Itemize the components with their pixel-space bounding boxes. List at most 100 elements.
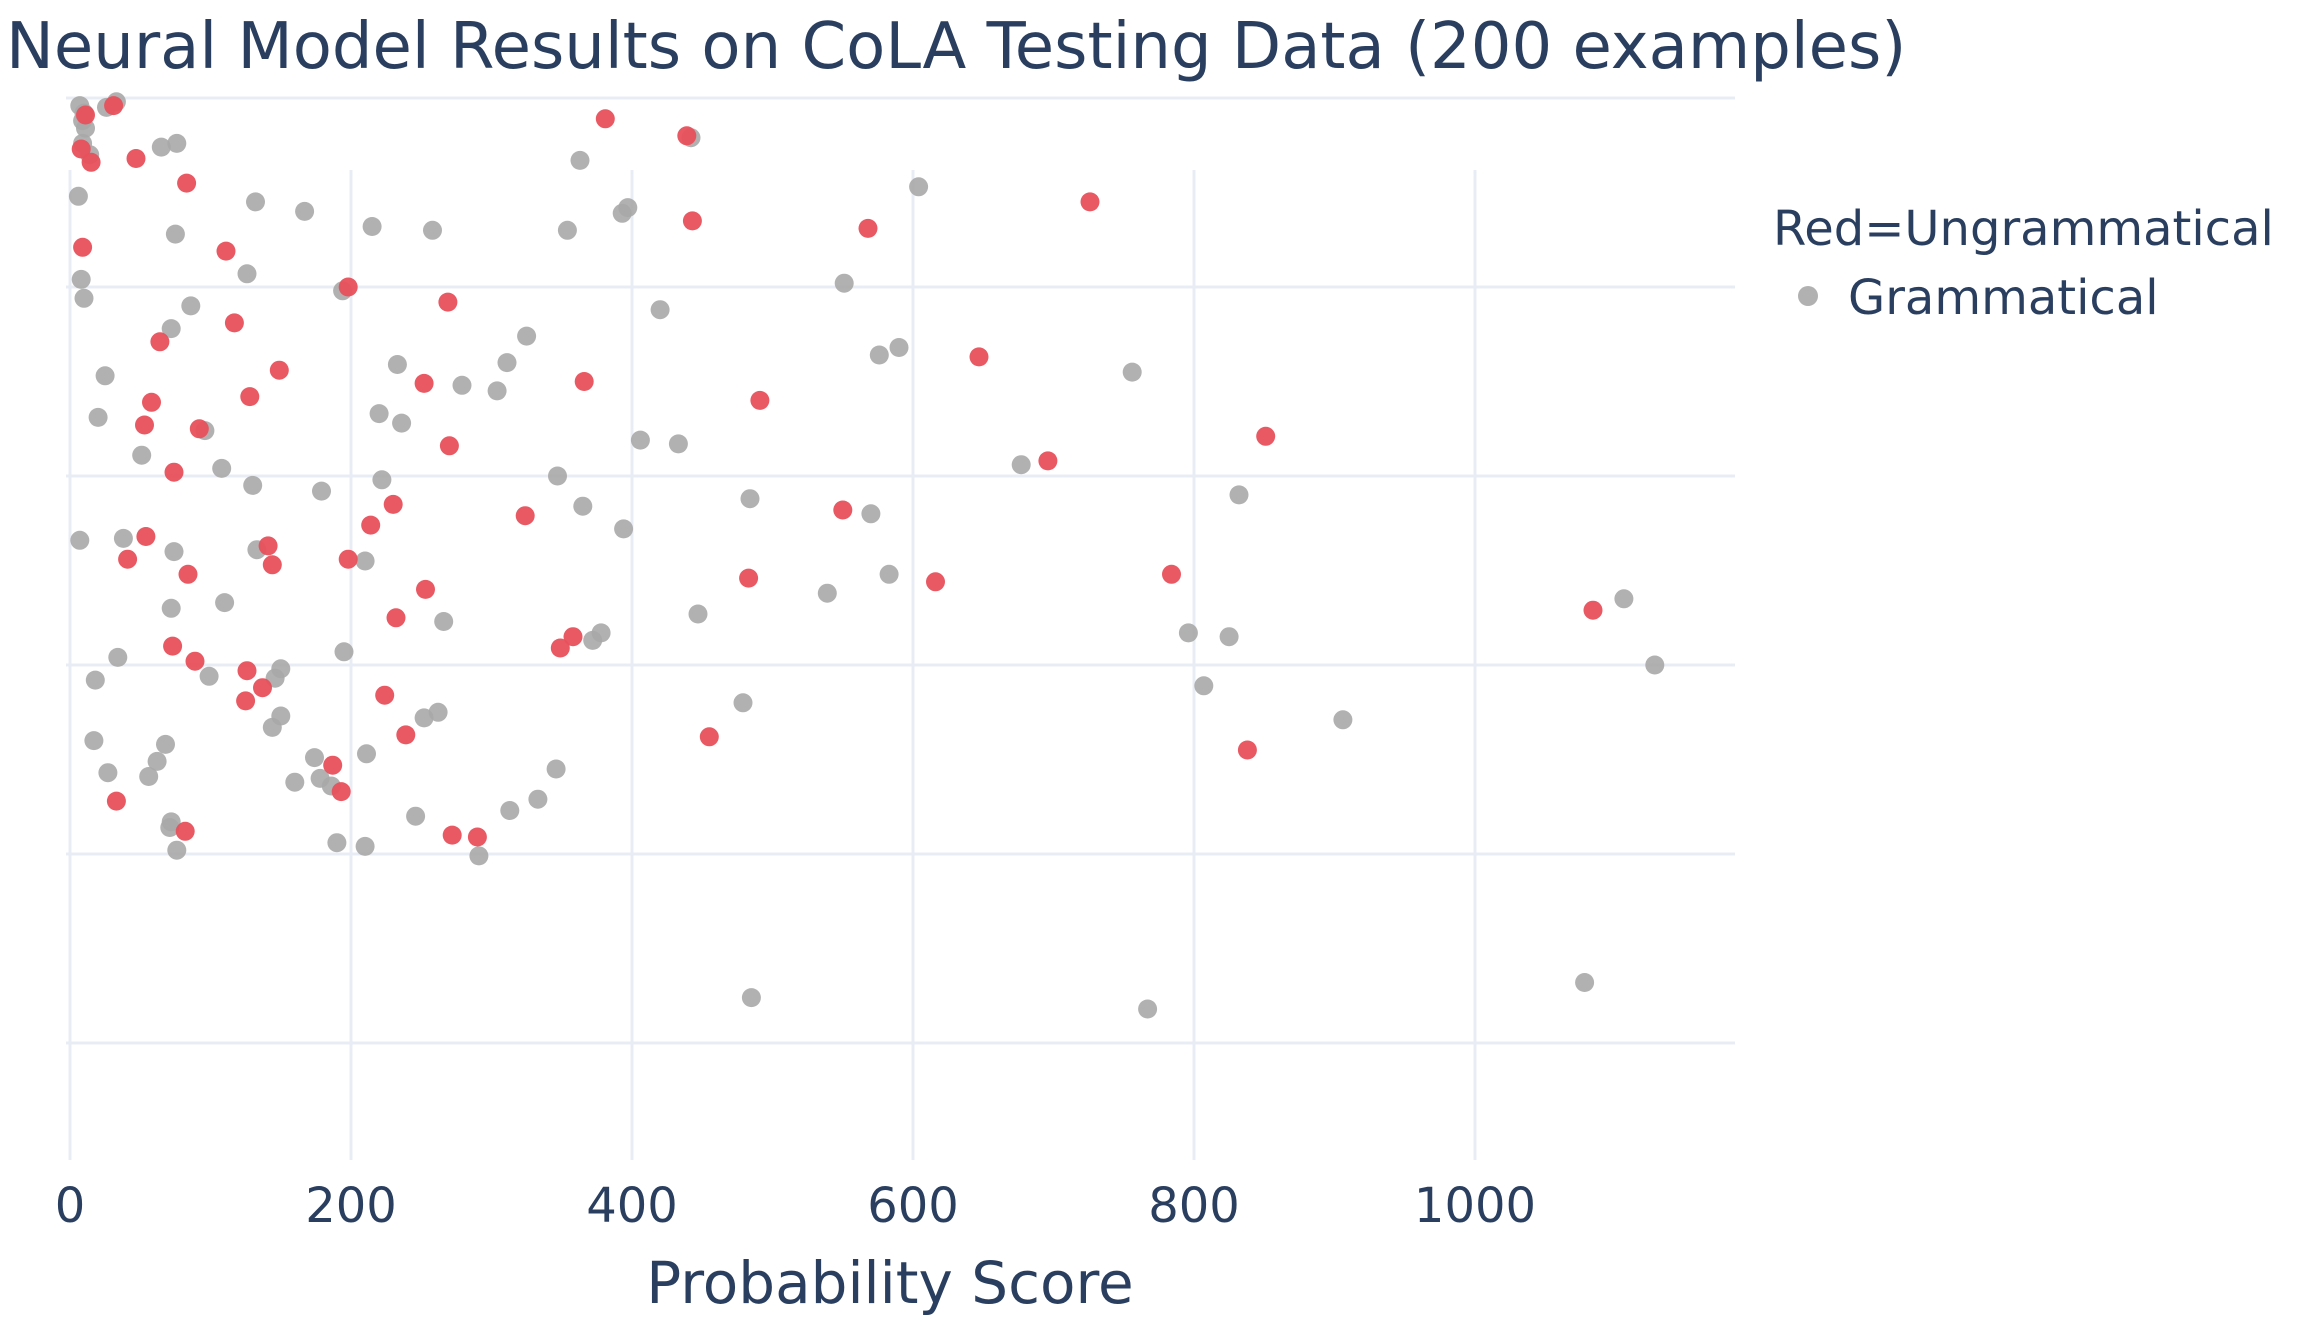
ungrammatical-point [163, 636, 183, 656]
grammatical-point [151, 137, 171, 157]
grammatical-point [132, 445, 152, 465]
legend-marker-grammatical [1798, 286, 1818, 306]
ungrammatical-point [1080, 192, 1100, 212]
ungrammatical-point [104, 96, 124, 116]
grammatical-point [650, 300, 670, 320]
ungrammatical-point [118, 549, 138, 569]
grammatical-point [1575, 973, 1595, 992]
grammatical-point [618, 198, 638, 218]
ungrammatical-point [414, 373, 434, 393]
legend[interactable]: Red=Ungrammatical Grammatical [1773, 201, 2274, 326]
ungrammatical-point [237, 661, 257, 681]
ungrammatical-point [439, 436, 459, 456]
grammatical-point [246, 192, 265, 212]
ungrammatical-point [858, 218, 878, 238]
grammatical-point [889, 338, 909, 357]
grammatical-point [517, 326, 537, 346]
legend-entry-grammatical[interactable]: Grammatical [1848, 270, 2159, 326]
grammatical-point [548, 466, 567, 486]
ungrammatical-point [106, 791, 126, 811]
grammatical-point [113, 528, 133, 548]
ungrammatical-point [361, 515, 381, 535]
grammatical-point [372, 470, 392, 490]
ungrammatical-point [236, 691, 256, 711]
ungrammatical-point [189, 419, 209, 439]
grammatical-point [528, 789, 548, 809]
grammatical-point [1138, 999, 1158, 1019]
grammatical-point [570, 150, 590, 170]
ungrammatical-point [595, 109, 615, 129]
grammatical-point [497, 353, 517, 373]
ungrammatical-point [240, 387, 260, 407]
ungrammatical-point [164, 462, 184, 482]
grammatical-point [160, 818, 180, 837]
grammatical-point [164, 542, 184, 562]
ungrammatical-point [467, 827, 487, 847]
grammatical-point [199, 666, 219, 686]
grammatical-point [817, 583, 837, 603]
grammatical-point [879, 564, 899, 584]
grammatical-point [74, 288, 94, 308]
ungrammatical-point [1256, 426, 1276, 446]
grammatical-point [469, 846, 489, 866]
grammatical-point [305, 748, 324, 768]
ungrammatical-point [574, 372, 594, 391]
grammatical-point [630, 430, 650, 450]
grammatical-point [406, 806, 426, 826]
ungrammatical-point [338, 549, 358, 569]
ungrammatical-point [253, 678, 272, 698]
grammatical-point [243, 475, 263, 495]
ungrammatical-point [438, 292, 458, 312]
grammatical-point [237, 264, 257, 284]
grammatical-point [295, 201, 315, 221]
ungrammatical-point [323, 755, 343, 775]
grammatical-point [392, 413, 412, 433]
grammatical-point [1011, 455, 1031, 475]
grammatical-point [108, 647, 128, 667]
grammatical-point [357, 744, 376, 764]
ungrammatical-point [71, 139, 91, 159]
ungrammatical-point [375, 685, 395, 705]
ungrammatical-point [699, 727, 719, 747]
grammatical-point [434, 612, 454, 631]
grammatical-point [614, 519, 634, 539]
grammatical-point [334, 642, 354, 662]
grammatical-point [1122, 362, 1142, 382]
grammatical-point [1645, 655, 1665, 675]
grammatical-point [369, 404, 389, 424]
grammatical-point [76, 118, 95, 138]
ungrammatical-point [178, 564, 198, 584]
x-tick-label: 200 [305, 1178, 397, 1234]
grammatical-point [487, 381, 507, 401]
grammatical-point [1614, 589, 1634, 609]
ungrammatical-point [515, 506, 535, 526]
grammatical-point [139, 767, 159, 786]
ungrammatical-point [338, 277, 358, 297]
ungrammatical-point [833, 500, 853, 520]
ungrammatical-point [224, 313, 244, 333]
x-tick-label: 800 [1148, 1178, 1240, 1234]
ungrammatical-point [262, 555, 282, 575]
ungrammatical-point [1583, 600, 1603, 620]
ungrammatical-point [76, 105, 95, 125]
ungrammatical-point [969, 347, 989, 367]
grammatical-point [557, 220, 577, 240]
data-points [68, 92, 1665, 1019]
x-tick-label: 1000 [1414, 1178, 1536, 1234]
grammatical-point [500, 801, 520, 820]
grammatical-point [312, 481, 331, 501]
ungrammatical-point [150, 332, 170, 352]
grammatical-point [1219, 627, 1239, 647]
grammatical-point [156, 734, 175, 754]
grammatical-point [733, 693, 753, 713]
x-tick-label: 600 [867, 1178, 959, 1234]
grammatical-point [167, 840, 187, 860]
grammatical-point [740, 489, 760, 509]
grammatical-point [212, 458, 232, 478]
grammatical-point [68, 186, 88, 206]
ungrammatical-point [682, 211, 702, 231]
grammatical-point [834, 273, 854, 293]
grammatical-point [1229, 485, 1249, 505]
grammatical-point [327, 833, 347, 853]
grammatical-point [546, 759, 566, 779]
